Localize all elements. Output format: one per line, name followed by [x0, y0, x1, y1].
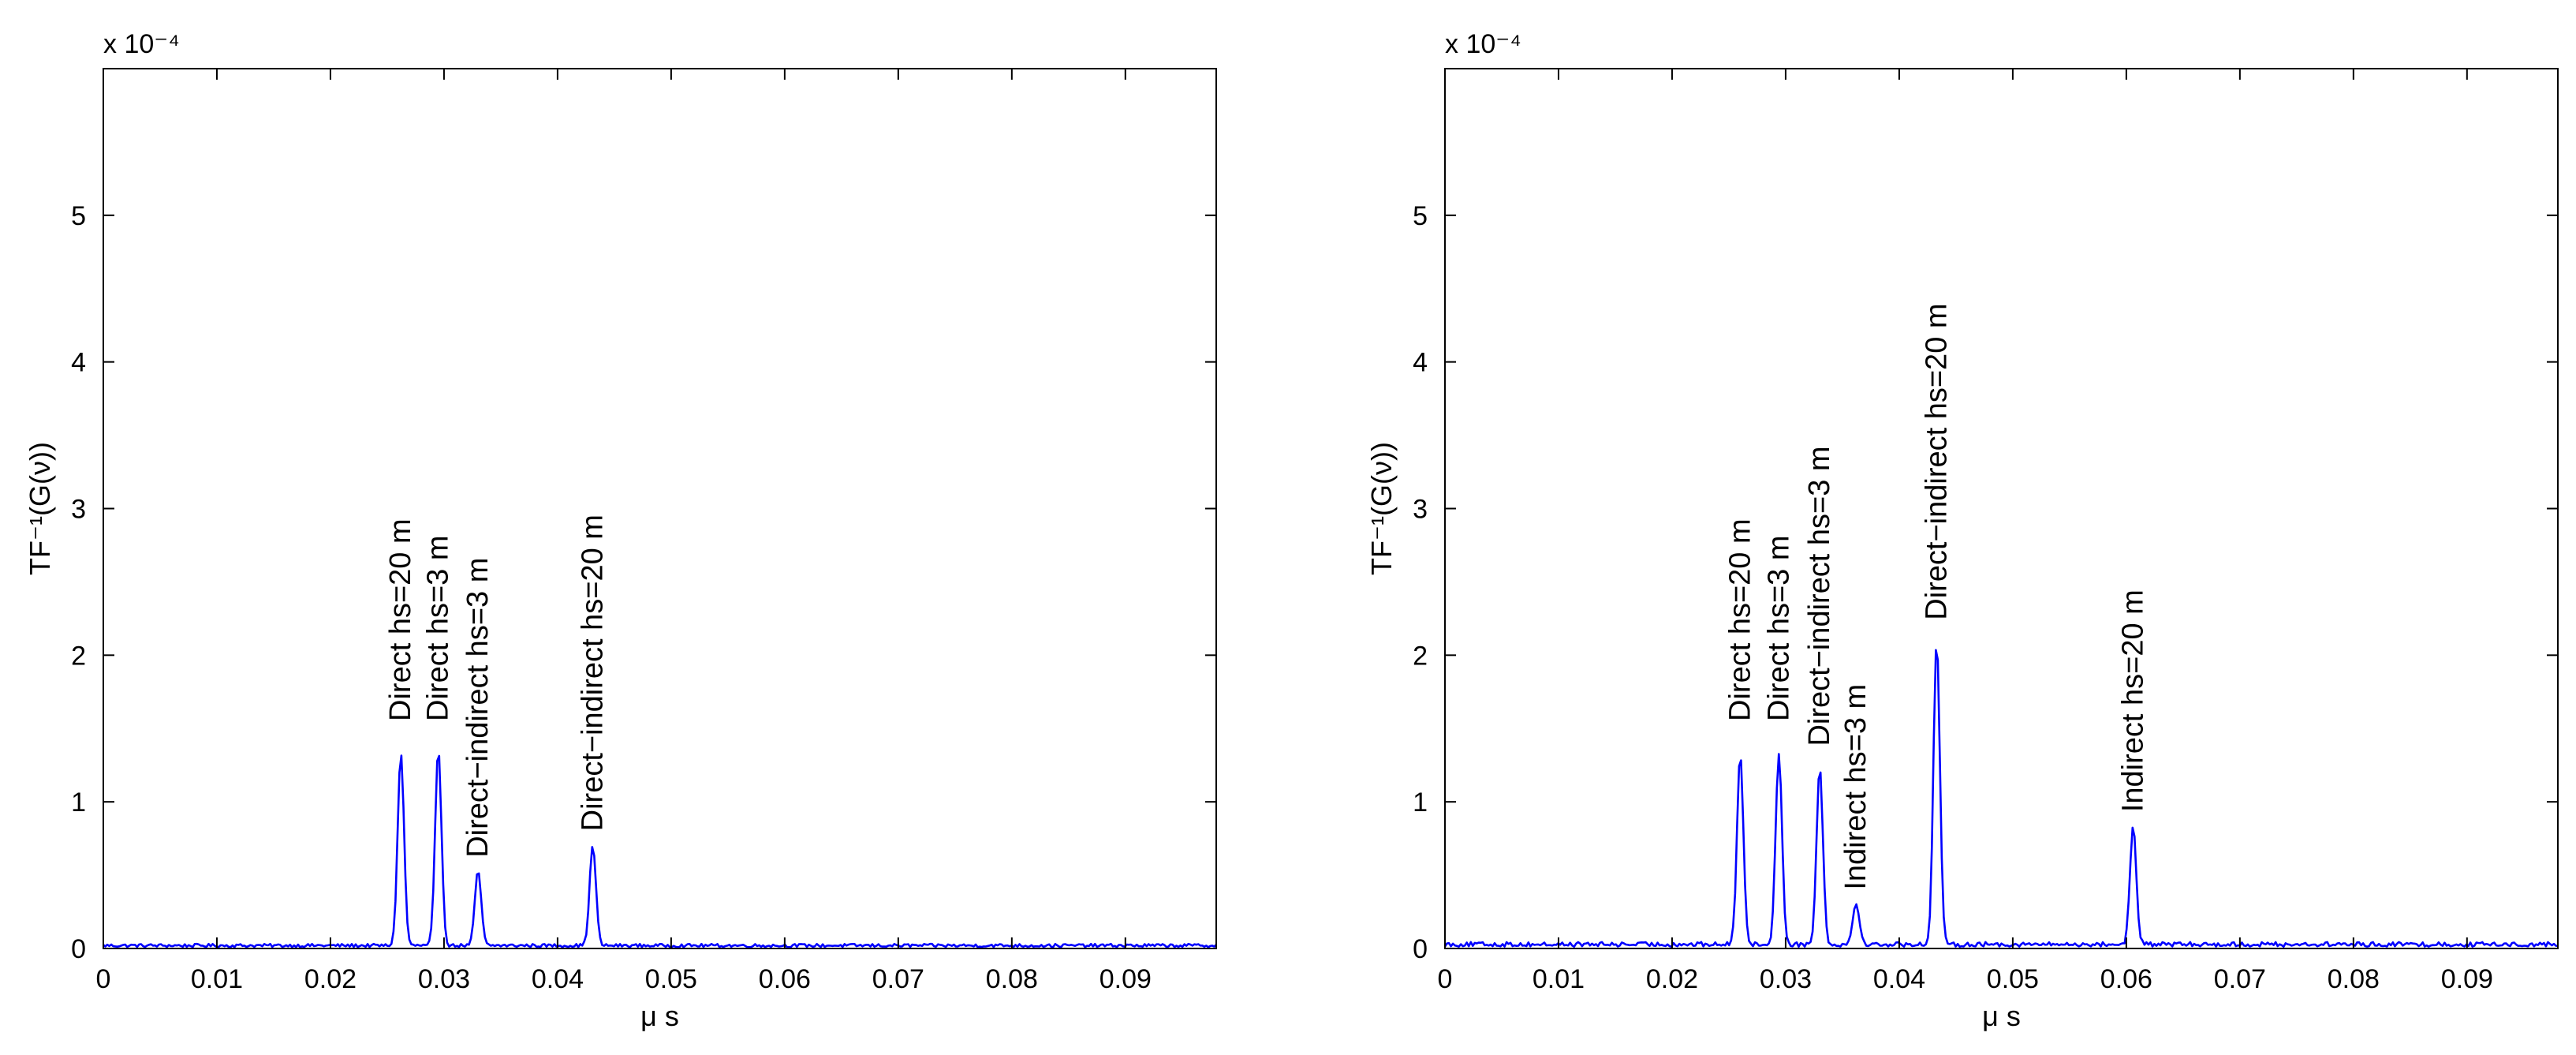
y-tick-label: 0	[1413, 934, 1428, 964]
y-tick-label: 3	[1413, 495, 1428, 525]
y-exponent-label: x 10⁻⁴	[1445, 29, 1521, 59]
x-axis-label: μ s	[1982, 1000, 2021, 1032]
y-tick-label: 2	[1413, 641, 1428, 671]
y-tick-label: 1	[1413, 788, 1428, 817]
peak-annotation: Direct hs=20 m	[384, 518, 417, 721]
series-line	[103, 754, 1217, 948]
x-tick-label: 0.06	[759, 964, 811, 994]
chart-panel-left: 0 0.01 0.02 0.03 0.04 0.05 0.06 0.07 0.08 0.09 0 1 2…	[24, 29, 1217, 1032]
y-tick-label: 4	[1413, 348, 1428, 378]
x-tick-label: 0.01	[191, 964, 243, 994]
peak-annotation: Direct hs=3 m	[1762, 535, 1795, 720]
peak-annotation: Direct−indirect hs=20 m	[577, 514, 610, 831]
y-tick-label: 0	[71, 934, 86, 964]
x-axis-label: μ s	[640, 1000, 679, 1032]
x-tick-label: 0.09	[2441, 964, 2493, 994]
y-tick-label: 5	[71, 201, 86, 231]
x-tick-label: 0.02	[304, 964, 357, 994]
x-tick-label: 0.04	[1873, 964, 1925, 994]
x-tick-label: 0.07	[2214, 964, 2266, 994]
x-tick-label: 0.04	[532, 964, 584, 994]
x-tick-label: 0.03	[1760, 964, 1812, 994]
y-tick-label: 4	[71, 348, 86, 378]
x-tick-label: 0.05	[645, 964, 697, 994]
x-tick-label: 0.08	[2328, 964, 2380, 994]
chart-panel-right: 0 0.01 0.02 0.03 0.04 0.05 0.06 0.07 0.08 0.09 0 1 2…	[1365, 29, 2559, 1032]
x-tick-label: 0.08	[986, 964, 1038, 994]
x-tick-label: 0.06	[2100, 964, 2152, 994]
y-tick-label: 3	[71, 495, 86, 525]
x-tick-label: 0.01	[1533, 964, 1585, 994]
x-tick-label: 0.03	[418, 964, 470, 994]
y-axis-label: TF⁻¹(G(ν))	[24, 442, 56, 575]
x-tick-label: 0	[1438, 964, 1453, 994]
axes-box	[103, 68, 1217, 949]
peak-annotation: Direct−indirect hs=3 m	[1803, 446, 1836, 746]
y-tick-label: 2	[71, 641, 86, 671]
peak-annotation: Direct−indirect hs=3 m	[461, 558, 495, 858]
y-exponent-label: x 10⁻⁴	[103, 29, 180, 59]
peak-annotation: Direct hs=3 m	[422, 535, 455, 720]
y-tick-label: 1	[71, 788, 86, 817]
y-tick-label: 5	[1413, 201, 1428, 231]
peak-annotation: Indirect hs=3 m	[1839, 684, 1872, 890]
x-tick-label: 0.05	[1987, 964, 2039, 994]
series-line	[1443, 649, 2559, 948]
peak-annotation: Indirect hs=20 m	[2117, 589, 2150, 812]
x-tick-label: 0.09	[1099, 964, 1152, 994]
axes-box	[1444, 68, 2559, 949]
x-tick-label: 0.07	[872, 964, 924, 994]
x-tick-label: 0.02	[1646, 964, 1698, 994]
y-axis-label: TF⁻¹(G(ν))	[1365, 442, 1398, 575]
peak-annotation: Direct−indirect hs=20 m	[1920, 303, 1953, 619]
peak-annotation: Direct hs=20 m	[1723, 518, 1757, 721]
x-tick-label: 0	[96, 964, 111, 994]
